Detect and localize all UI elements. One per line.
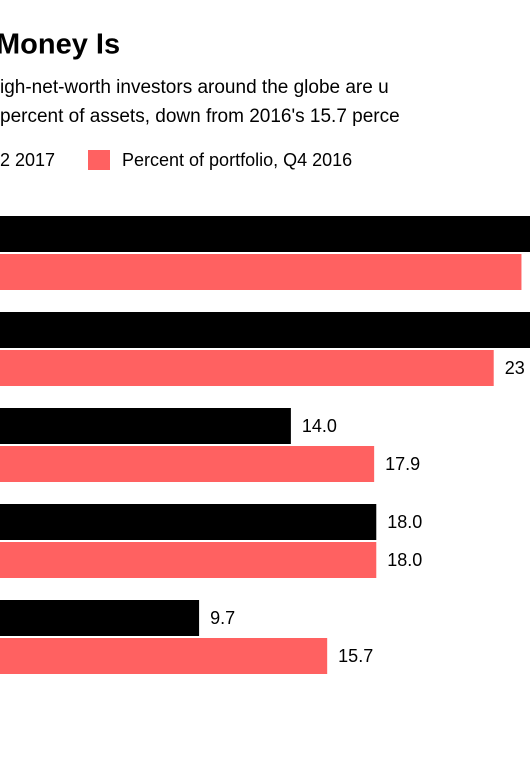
- bar: [0, 312, 530, 348]
- value-label: 23: [505, 358, 525, 378]
- chart-subtitle: percent of assets, down from 2016's 15.7…: [0, 106, 400, 127]
- bar: [0, 350, 494, 386]
- bar: [0, 600, 200, 636]
- legend-label: Percent of portfolio, Q4 2016: [122, 150, 352, 170]
- legend-swatch: [88, 150, 110, 170]
- bar: [0, 542, 377, 578]
- value-label: 14.0: [302, 416, 337, 436]
- legend-label: 2 2017: [0, 150, 55, 170]
- chart-subtitle: igh-net-worth investors around the globe…: [0, 77, 389, 98]
- bar: [0, 504, 377, 540]
- chart-title: Money Is: [0, 29, 120, 61]
- bar: [0, 638, 328, 674]
- bar: [0, 408, 291, 444]
- value-label: 15.7: [338, 646, 373, 666]
- bar: [0, 254, 522, 290]
- value-label: 17.9: [385, 454, 420, 474]
- value-label: 18.0: [387, 512, 422, 532]
- bar: [0, 446, 375, 482]
- value-label: 9.7: [210, 608, 235, 628]
- value-label: 18.0: [387, 550, 422, 570]
- bar: [0, 216, 530, 252]
